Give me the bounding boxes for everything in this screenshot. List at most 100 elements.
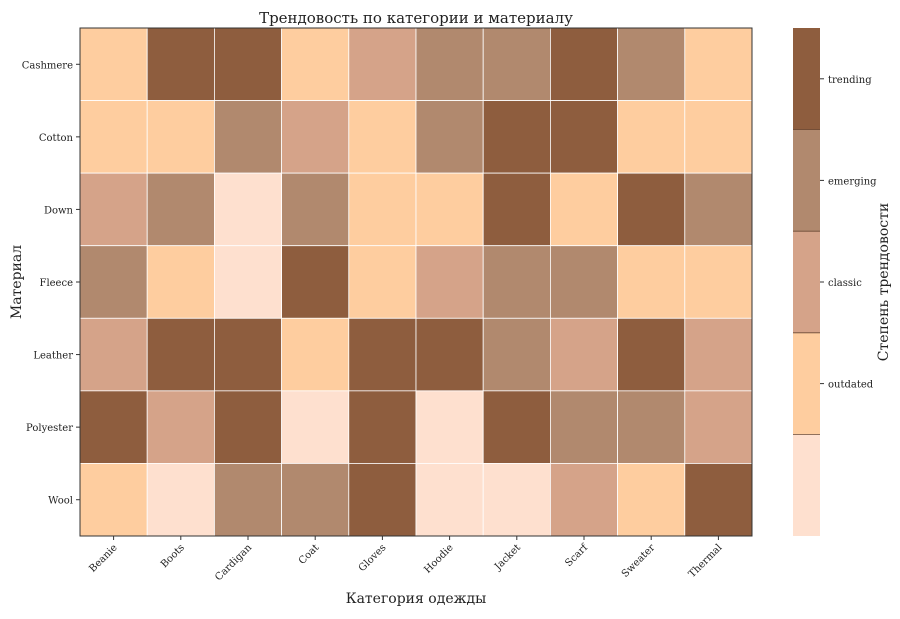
heatmap-cell xyxy=(415,245,484,319)
heatmap-cell xyxy=(146,463,215,537)
heatmap-cell xyxy=(213,245,282,319)
heatmap-cell xyxy=(146,172,215,247)
heatmap-cell xyxy=(213,172,282,247)
heatmap-cell xyxy=(482,27,551,101)
x-axis-label: Категория одежды xyxy=(346,591,487,607)
heatmap-cell xyxy=(348,317,417,392)
heatmap-cell xyxy=(550,27,619,101)
colorbar-segment xyxy=(793,129,820,232)
heatmap-cell xyxy=(79,27,148,101)
y-tick-label: Leather xyxy=(33,351,73,362)
heatmap-cell xyxy=(348,100,417,174)
heatmap-cell xyxy=(281,27,350,101)
heatmap-cell xyxy=(482,172,551,247)
heatmap-cell xyxy=(415,100,484,174)
heatmap-cell xyxy=(617,27,686,101)
heatmap-cell xyxy=(684,245,753,319)
chart-title: Трендовость по категории и материалу xyxy=(259,9,573,27)
y-tick-label: Polyester xyxy=(26,423,73,434)
x-tick-label: Thermal xyxy=(687,542,725,580)
heatmap-cell xyxy=(684,100,753,174)
heatmap-cell xyxy=(482,317,551,392)
heatmap-cell xyxy=(281,172,350,247)
heatmap-cell xyxy=(348,463,417,537)
colorbar-tick-label: trending xyxy=(828,75,872,86)
heatmap-cell xyxy=(684,463,753,537)
heatmap-cell xyxy=(550,245,619,319)
heatmap-cell xyxy=(79,317,148,392)
heatmap-cell xyxy=(617,463,686,537)
heatmap-cell xyxy=(281,100,350,174)
x-tick-label: Coat xyxy=(297,542,322,567)
heatmap-cell xyxy=(79,463,148,537)
colorbar-tick-label: outdated xyxy=(828,380,874,391)
y-tick-label: Cashmere xyxy=(22,60,73,71)
heatmap-cell xyxy=(617,317,686,392)
heatmap-cell xyxy=(213,390,282,464)
x-tick-label: Jacket xyxy=(492,542,523,573)
heatmap-cell xyxy=(415,463,484,537)
heatmap-cell xyxy=(684,27,753,101)
colorbar-tick-label: emerging xyxy=(828,176,877,187)
heatmap-cell xyxy=(684,317,753,392)
heatmap-cell xyxy=(146,245,215,319)
heatmap-cell xyxy=(79,390,148,464)
y-tick-label: Down xyxy=(44,205,74,216)
heatmap-cell xyxy=(348,27,417,101)
x-tick-label: Beanie xyxy=(87,542,119,574)
y-tick-label: Cotton xyxy=(39,133,74,144)
colorbar-label: Степень трендовости xyxy=(876,203,892,361)
y-tick-label: Fleece xyxy=(40,278,74,289)
plot-frame xyxy=(79,27,753,537)
colorbar-segment xyxy=(793,434,820,536)
heatmap-cell xyxy=(415,317,484,392)
heatmap-cell xyxy=(213,100,282,174)
heatmap-cell xyxy=(482,390,551,464)
colorbar-segment xyxy=(793,332,820,435)
heatmap-cell xyxy=(146,100,215,174)
heatmap-cell xyxy=(281,463,350,537)
colorbar-segment xyxy=(793,231,820,333)
heatmap-cell xyxy=(213,463,282,537)
heatmap-cell xyxy=(281,245,350,319)
x-tick-label: Cardigan xyxy=(213,542,254,583)
heatmap-cell xyxy=(684,390,753,464)
y-tick-label: Wool xyxy=(48,496,73,507)
heatmap-cell xyxy=(146,390,215,464)
heatmap-cell xyxy=(550,463,619,537)
colorbar-segment xyxy=(793,28,820,130)
heatmap-cell xyxy=(482,100,551,174)
heatmap-cell xyxy=(348,390,417,464)
heatmap-cell xyxy=(415,27,484,101)
heatmap-cell xyxy=(550,317,619,392)
heatmap-cell xyxy=(79,245,148,319)
heatmap-cell xyxy=(415,390,484,464)
x-tick-label: Scarf xyxy=(563,541,591,569)
heatmap-cell xyxy=(550,172,619,247)
heatmap-cell xyxy=(617,100,686,174)
y-axis-label: Материал xyxy=(9,245,25,319)
heatmap-cell xyxy=(79,172,148,247)
heatmap-cell xyxy=(550,390,619,464)
heatmap-cell xyxy=(348,172,417,247)
heatmap-cell xyxy=(482,245,551,319)
heatmap-cell xyxy=(617,245,686,319)
heatmap-cell xyxy=(281,390,350,464)
heatmap-cell xyxy=(281,317,350,392)
heatmap-cell xyxy=(213,317,282,392)
colorbar-tick-label: classic xyxy=(828,278,862,289)
x-tick-label: Hoodie xyxy=(422,542,455,575)
heatmap-cell xyxy=(482,463,551,537)
x-tick-label: Gloves xyxy=(357,542,389,574)
x-tick-label: Boots xyxy=(159,542,187,570)
heatmap-cell xyxy=(415,172,484,247)
x-tick-label: Sweater xyxy=(620,542,658,580)
heatmap-cell xyxy=(550,100,619,174)
heatmap-cell xyxy=(146,317,215,392)
heatmap-cell xyxy=(684,172,753,247)
heatmap-cell xyxy=(213,27,282,101)
heatmap-cell xyxy=(146,27,215,101)
heatmap-cell xyxy=(79,100,148,174)
heatmap-cell xyxy=(617,390,686,464)
heatmap-cell xyxy=(348,245,417,319)
